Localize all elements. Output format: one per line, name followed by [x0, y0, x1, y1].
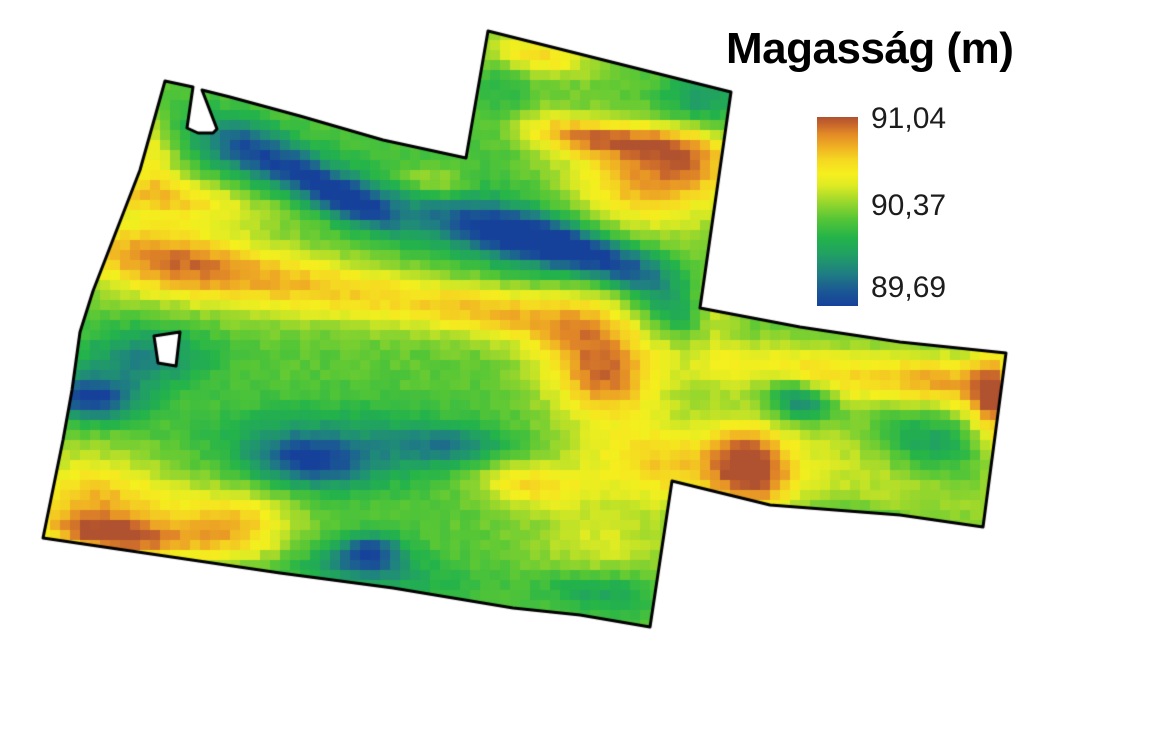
legend-label-mid: 90,37 — [871, 189, 947, 222]
legend-label-max: 91,04 — [871, 102, 947, 135]
legend-label-min: 89,69 — [871, 271, 947, 304]
legend-colorbar — [817, 117, 858, 306]
legend-title: Magasság (m) — [726, 24, 1014, 73]
